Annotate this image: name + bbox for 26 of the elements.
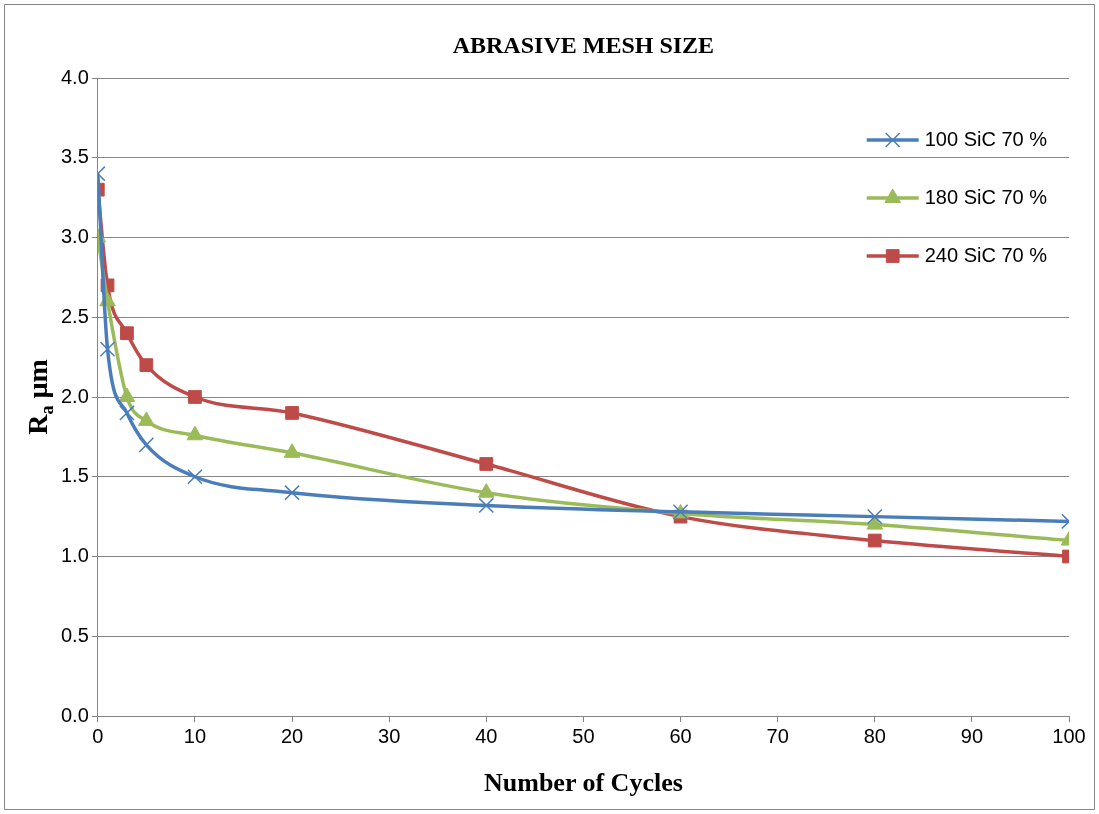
legend-label: 100 SiC 70 %: [924, 127, 1048, 150]
y-tick-label: 4.0: [60, 65, 89, 88]
y-tick-label: 0.0: [60, 703, 89, 726]
y-tick-label: 0.5: [60, 623, 89, 646]
x-tick-label: 0: [92, 724, 104, 747]
y-axis-title: Ra µm: [22, 359, 57, 435]
x-tick-label: 100: [1052, 724, 1086, 747]
x-tick-label: 50: [572, 724, 595, 747]
x-axis-title: Number of Cycles: [483, 767, 683, 797]
x-tick-label: 90: [960, 724, 984, 747]
y-tick-label: 2.0: [60, 384, 89, 407]
x-tick-label: 10: [183, 724, 207, 747]
x-tick-label: 40: [475, 724, 498, 747]
legend-label: 180 SiC 70 %: [924, 185, 1048, 208]
legend-label: 240 SiC 70 %: [924, 243, 1048, 266]
x-tick-label: 70: [766, 724, 789, 747]
y-tick-label: 3.0: [60, 225, 89, 248]
y-tick-label: 1.5: [60, 464, 89, 487]
y-tick-label: 2.5: [60, 304, 89, 327]
y-tick-label: 1.0: [60, 544, 89, 567]
chart-title: ABRASIVE MESH SIZE: [452, 32, 715, 59]
x-tick-label: 20: [280, 724, 304, 747]
x-tick-label: 30: [378, 724, 401, 747]
y-tick-label: 3.5: [60, 145, 89, 168]
x-tick-label: 60: [669, 724, 692, 747]
x-tick-label: 80: [863, 724, 886, 747]
